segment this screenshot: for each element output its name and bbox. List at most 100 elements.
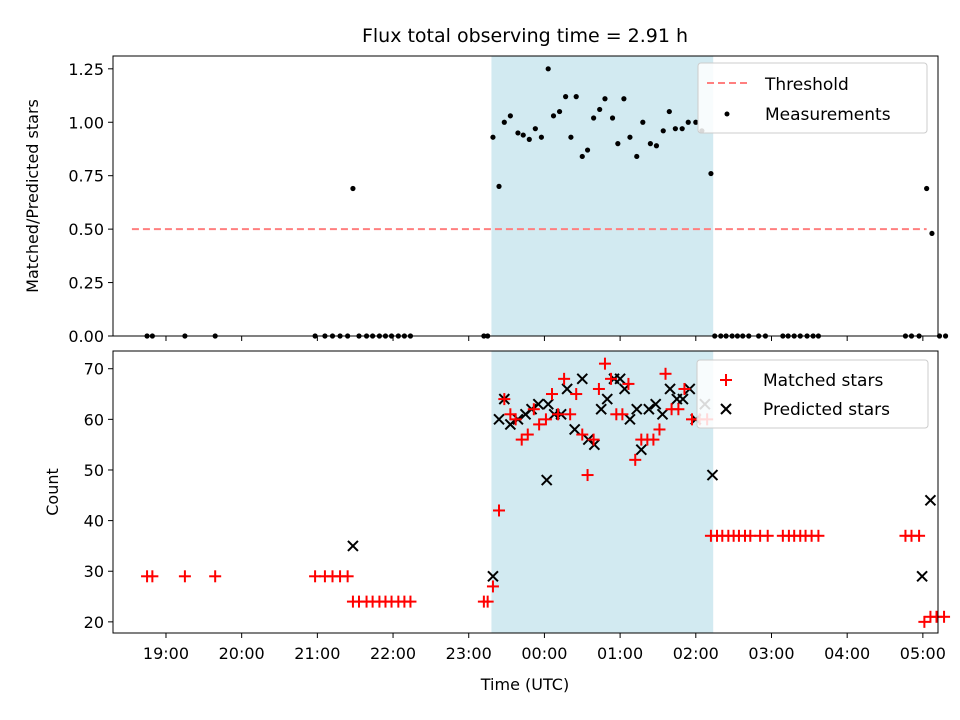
matched-star-point (653, 423, 666, 436)
measurement-point (579, 153, 585, 160)
measurement-point (647, 141, 653, 147)
chart-title: Flux total observing time = 2.91 h (362, 25, 688, 47)
bottom-y-tick-label: 70 (84, 360, 104, 379)
measurement-point (591, 115, 597, 121)
measurement-point (634, 153, 640, 160)
matched-star-point (672, 403, 685, 416)
matched-star-point (598, 357, 611, 370)
matched-star-point (647, 433, 660, 446)
measurement-point (942, 333, 949, 339)
measurement-point (597, 106, 603, 113)
measurement-point (545, 66, 551, 72)
predicted-star-point (561, 383, 573, 395)
matched-star-point (616, 408, 629, 421)
matched-star-point (570, 388, 583, 401)
top-y-tick-label: 0.00 (68, 327, 104, 346)
matched-star-point (918, 615, 931, 628)
predicted-star-point (706, 469, 719, 481)
measurement-point (615, 141, 621, 147)
measurement-point (532, 126, 538, 132)
measurement-point (520, 132, 526, 138)
legend-predicted-swatch (720, 403, 732, 415)
matched-star-point (938, 610, 951, 623)
x-tick-label: 22:00 (370, 644, 416, 663)
predicted-star-point (635, 444, 648, 456)
matched-star-point (592, 382, 605, 395)
matched-star-point (552, 408, 565, 421)
observation-span-bottom (491, 351, 714, 633)
measurement-point (350, 185, 356, 192)
bottom-axes-frame (112, 350, 939, 634)
measurement-point (666, 108, 672, 115)
top-y-tick-label: 1.00 (68, 113, 104, 132)
matched-star-point (527, 403, 540, 416)
bottom-panel: 20 30 40 50 60 70 19:00 20:00 21:00 22:00 23:00 00… (43, 350, 951, 694)
legend-matched-label: Matched stars (763, 371, 883, 391)
x-tick-label: 20:00 (219, 644, 265, 663)
predicted-star-point (624, 413, 636, 426)
predicted-star-point (664, 383, 676, 395)
matched-star-point (659, 367, 672, 380)
top-legend: Threshold Measurements (697, 62, 928, 134)
top-x-ticks (165, 336, 924, 341)
predicted-star-point (643, 403, 655, 415)
measurement-point (609, 115, 616, 121)
measurement-point (573, 94, 579, 100)
predicted-star-point (540, 474, 553, 486)
x-tick-label: 21:00 (294, 644, 340, 663)
top-y-tick-label: 0.25 (68, 274, 104, 293)
bottom-legend-box (696, 359, 929, 429)
top-y-ticks: 0.00 0.25 0.50 0.75 1.00 1.25 (68, 60, 113, 346)
predicted-star-point (656, 408, 669, 420)
bottom-y-tick-label: 60 (84, 410, 104, 429)
matched-star-point (521, 428, 534, 441)
matched-star-point (761, 529, 774, 542)
top-legend-box (697, 62, 928, 134)
matched-star-point (629, 453, 642, 466)
predicted-star-point (601, 393, 613, 405)
matched-star-point (178, 570, 191, 583)
matched-star-point (486, 580, 499, 593)
matched-star-point (622, 377, 635, 390)
matched-star-point (539, 413, 552, 426)
matched-star-point (558, 372, 571, 385)
predicted-star-point (614, 373, 626, 385)
matched-star-point (812, 529, 825, 542)
x-tick-label: 03:00 (748, 644, 794, 663)
predicted-star-point (677, 393, 689, 405)
predicted-star-point (924, 494, 937, 507)
matched-star-point (481, 595, 494, 608)
bottom-y-tick-label: 20 (84, 613, 104, 632)
measurement-point (556, 108, 563, 115)
matched-star-point (146, 570, 159, 583)
measurement-point (515, 130, 521, 136)
predicted-star-point (532, 398, 545, 410)
observation-span-top (491, 56, 714, 336)
x-axis-label: Time (UTC) (480, 675, 569, 694)
measurement-point (929, 230, 935, 237)
matched-star-point (493, 504, 506, 517)
predicted-star-point (493, 413, 505, 426)
measurement-point (685, 119, 691, 125)
x-tick-label: 01:00 (597, 644, 643, 663)
bottom-legend: Matched stars Predicted stars (696, 359, 929, 429)
predicted-star-point (568, 423, 581, 436)
measurement-point (708, 170, 714, 177)
top-panel: 0.00 0.25 0.50 0.75 1.00 1.25 Matched/Predict… (23, 55, 949, 346)
matched-star-point (404, 595, 417, 608)
measurement-point (538, 134, 544, 140)
matched-star-point (605, 372, 618, 385)
measurement-point (640, 119, 646, 125)
measurement-point (621, 96, 627, 102)
x-tick-label: 19:00 (143, 644, 189, 663)
predicted-star-point (649, 398, 662, 410)
predicted-star-point (504, 418, 517, 431)
matched-star-point (587, 433, 600, 446)
predicted-star-point (347, 540, 359, 552)
top-y-tick-label: 0.50 (68, 220, 104, 239)
matched-star-point (533, 418, 546, 431)
matched-star-point (498, 393, 511, 406)
x-tick-label: 05:00 (900, 644, 946, 663)
top-axes-frame (112, 55, 939, 337)
measurement-point (526, 136, 532, 142)
